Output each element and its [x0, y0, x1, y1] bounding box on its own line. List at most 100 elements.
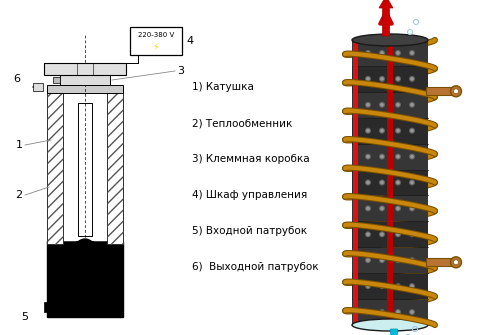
- Bar: [60, 75, 110, 85]
- Circle shape: [409, 128, 415, 134]
- Circle shape: [380, 258, 384, 262]
- Circle shape: [396, 207, 400, 210]
- Circle shape: [395, 153, 401, 159]
- Circle shape: [380, 232, 384, 236]
- Circle shape: [395, 128, 401, 134]
- Ellipse shape: [352, 319, 428, 331]
- Circle shape: [395, 180, 401, 186]
- Bar: [352, 171, 428, 195]
- Text: 4) Шкаф управления: 4) Шкаф управления: [192, 190, 307, 200]
- Circle shape: [379, 231, 385, 237]
- Bar: [352, 196, 428, 221]
- FancyArrow shape: [387, 329, 401, 335]
- Circle shape: [365, 76, 371, 82]
- Circle shape: [410, 310, 414, 314]
- Bar: [130, 27, 182, 55]
- Circle shape: [395, 231, 401, 237]
- Circle shape: [365, 231, 371, 237]
- Circle shape: [380, 284, 384, 288]
- Circle shape: [366, 310, 370, 314]
- Bar: [352, 274, 428, 299]
- Circle shape: [396, 232, 400, 236]
- Circle shape: [366, 129, 370, 132]
- Circle shape: [365, 153, 371, 159]
- Bar: [44, 302, 62, 312]
- Text: 3: 3: [177, 66, 184, 76]
- Bar: [352, 248, 428, 273]
- Bar: [353, 40, 358, 325]
- Text: 2: 2: [15, 190, 23, 200]
- Circle shape: [396, 77, 400, 81]
- Circle shape: [366, 207, 370, 210]
- Text: 6)  Выходной патрубок: 6) Выходной патрубок: [192, 262, 319, 272]
- Circle shape: [409, 50, 415, 56]
- Bar: [352, 67, 428, 92]
- Circle shape: [396, 155, 400, 158]
- Circle shape: [451, 86, 461, 97]
- Circle shape: [366, 258, 370, 262]
- Bar: [353, 40, 358, 325]
- Bar: [352, 40, 428, 325]
- Circle shape: [395, 50, 401, 56]
- Circle shape: [396, 181, 400, 184]
- Text: 4: 4: [186, 36, 193, 46]
- Circle shape: [380, 155, 384, 158]
- Circle shape: [366, 103, 370, 107]
- Circle shape: [409, 180, 415, 186]
- Circle shape: [365, 128, 371, 134]
- Circle shape: [379, 76, 385, 82]
- Circle shape: [366, 181, 370, 184]
- Circle shape: [380, 77, 384, 81]
- Circle shape: [380, 310, 384, 314]
- Circle shape: [396, 258, 400, 262]
- Circle shape: [380, 103, 384, 107]
- Circle shape: [379, 102, 385, 108]
- Circle shape: [379, 283, 385, 289]
- Circle shape: [379, 180, 385, 186]
- Circle shape: [410, 284, 414, 288]
- Circle shape: [409, 309, 415, 315]
- Bar: [387, 40, 393, 325]
- Circle shape: [409, 76, 415, 82]
- Circle shape: [396, 310, 400, 314]
- Circle shape: [451, 257, 461, 268]
- Bar: [426, 87, 454, 95]
- Circle shape: [409, 102, 415, 108]
- Circle shape: [409, 205, 415, 211]
- Polygon shape: [47, 239, 123, 245]
- Circle shape: [410, 232, 414, 236]
- Circle shape: [380, 51, 384, 55]
- Circle shape: [396, 103, 400, 107]
- Circle shape: [365, 205, 371, 211]
- Circle shape: [380, 181, 384, 184]
- Circle shape: [366, 232, 370, 236]
- Text: 220-380 V: 220-380 V: [138, 32, 174, 38]
- Bar: [352, 41, 428, 66]
- Circle shape: [409, 283, 415, 289]
- Circle shape: [410, 129, 414, 132]
- Bar: [352, 145, 428, 170]
- Circle shape: [366, 284, 370, 288]
- Circle shape: [365, 50, 371, 56]
- Circle shape: [409, 257, 415, 263]
- Bar: [47, 85, 123, 93]
- Circle shape: [365, 283, 371, 289]
- Circle shape: [410, 258, 414, 262]
- Circle shape: [395, 205, 401, 211]
- Circle shape: [365, 257, 371, 263]
- Text: 1: 1: [15, 140, 23, 150]
- Circle shape: [379, 153, 385, 159]
- Bar: [387, 40, 393, 325]
- Text: 2) Теплообменник: 2) Теплообменник: [192, 118, 292, 128]
- Circle shape: [396, 51, 400, 55]
- Circle shape: [454, 89, 458, 94]
- Bar: [352, 300, 428, 325]
- Circle shape: [365, 180, 371, 186]
- Circle shape: [409, 153, 415, 159]
- Circle shape: [409, 231, 415, 237]
- Circle shape: [366, 51, 370, 55]
- Text: 3) Клеммная коробка: 3) Клеммная коробка: [192, 154, 310, 164]
- Bar: [44, 63, 126, 75]
- Circle shape: [380, 129, 384, 132]
- Text: 1) Катушка: 1) Катушка: [192, 82, 254, 92]
